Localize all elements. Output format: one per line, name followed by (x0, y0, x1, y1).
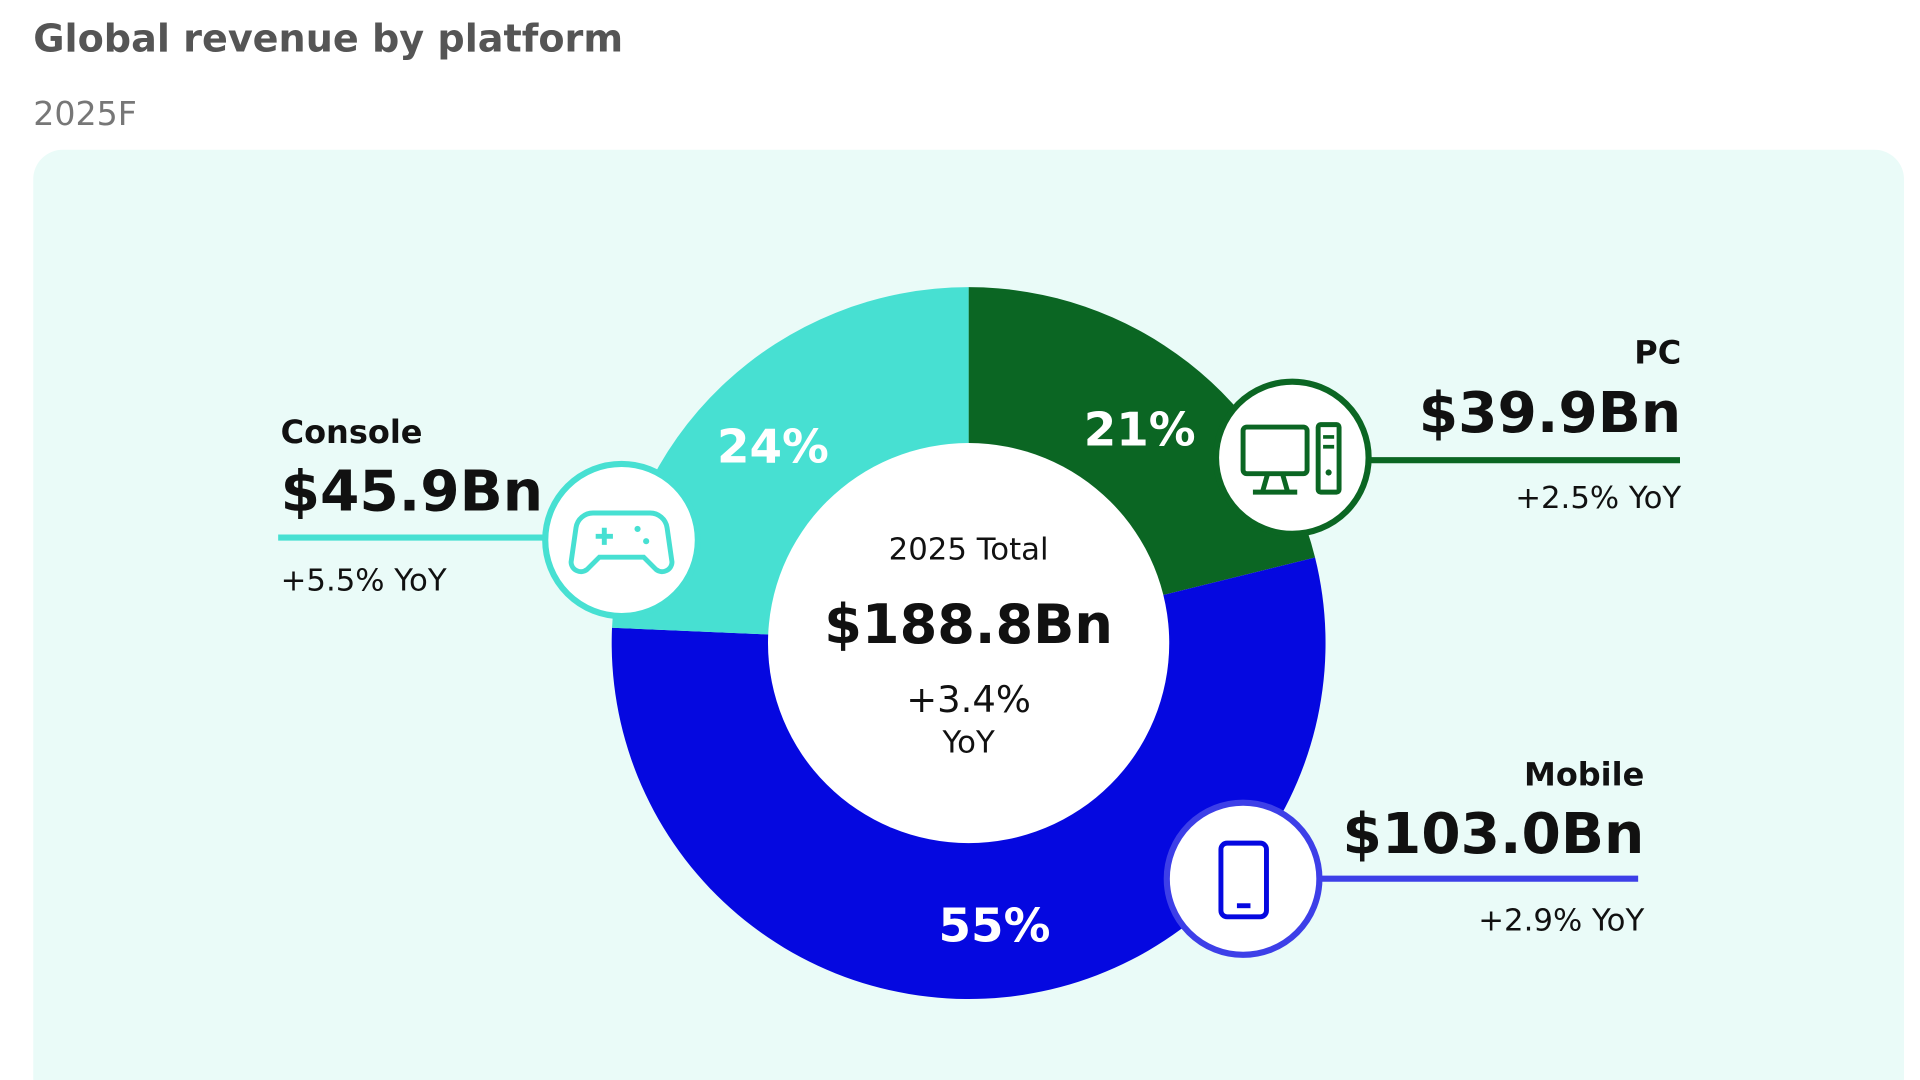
console-value: $45.9Bn (281, 460, 543, 525)
smartphone-icon (1163, 799, 1323, 958)
percent-label-pc: 21% (1084, 404, 1196, 458)
pc-yoy: +2.5% YoY (1515, 480, 1681, 516)
desktop-computer-icon (1212, 378, 1372, 537)
pc-name: PC (1634, 333, 1681, 371)
mobile-yoy: +2.9% YoY (1478, 902, 1644, 938)
chart-title: Global revenue by platform (33, 17, 623, 61)
console-yoy: +5.5% YoY (281, 562, 447, 598)
center-growth-unit: YoY (941, 724, 995, 760)
percent-label-mobile: 55% (939, 899, 1051, 953)
percent-label-console: 24% (717, 421, 829, 475)
pc-value: $39.9Bn (1419, 381, 1681, 446)
center-label: 2025 Total (889, 532, 1049, 568)
center-value: $188.8Bn (824, 593, 1113, 656)
mobile-name: Mobile (1524, 755, 1644, 793)
mobile-value: $103.0Bn (1342, 802, 1644, 867)
console-name: Console (281, 413, 423, 451)
center-growth: +3.4% (906, 678, 1031, 721)
gamepad-icon (542, 460, 701, 620)
donut-hole (768, 443, 1170, 844)
chart-subtitle: 2025F (33, 94, 137, 133)
